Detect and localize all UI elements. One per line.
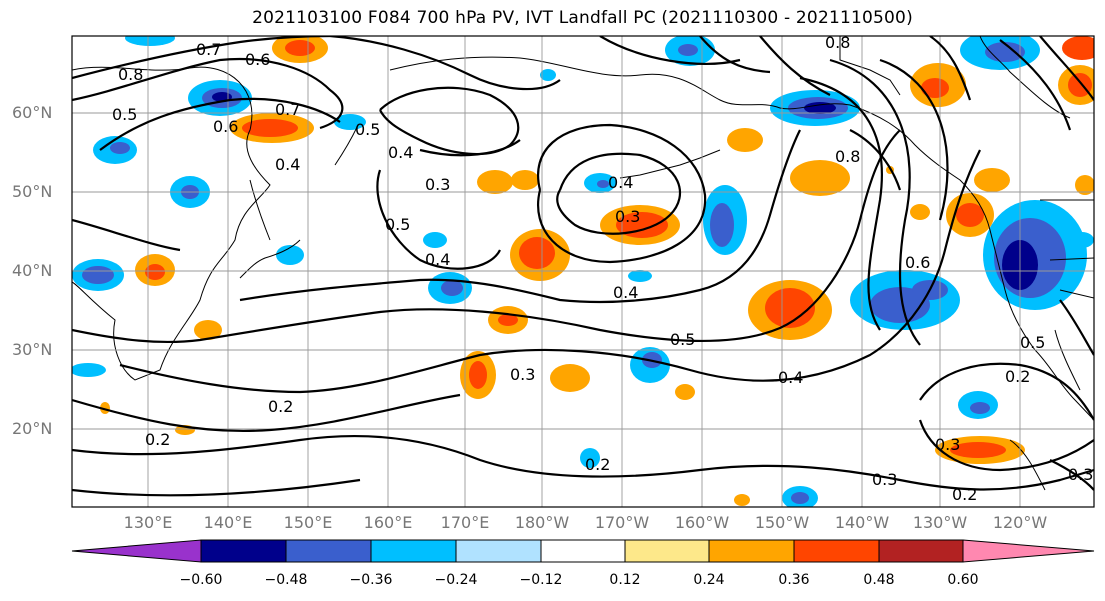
lon-label: 160°W xyxy=(674,513,730,532)
contour-label: 0.3 xyxy=(935,435,960,454)
contour-label: 0.4 xyxy=(275,155,300,174)
lat-label: 60°N xyxy=(12,103,53,122)
colorbar-extend-low xyxy=(71,539,202,563)
contour-label: 0.4 xyxy=(608,173,633,192)
pv-shading xyxy=(72,36,1094,507)
colorbar xyxy=(71,539,1095,563)
lon-label: 120°W xyxy=(992,513,1048,532)
contour-label: 0.5 xyxy=(1020,333,1045,352)
ivt-contours xyxy=(72,36,1094,497)
contour-label: 0.8 xyxy=(118,65,143,84)
contour-label: 0.3 xyxy=(425,175,450,194)
contour-label: 0.5 xyxy=(355,120,380,139)
contour-labels: 0.7 0.6 0.8 0.5 0.7 0.6 0.4 0.5 0.4 0.3 … xyxy=(112,33,1093,504)
contour-label: 0.4 xyxy=(778,368,803,387)
colorbar-tick-label: −0.36 xyxy=(349,572,393,588)
contour-label: 0.7 xyxy=(196,40,221,59)
contour-label: 0.8 xyxy=(825,33,850,52)
contour-label: 0.3 xyxy=(872,470,897,489)
colorbar-tick-label: −0.48 xyxy=(264,572,308,588)
contour-label: 0.2 xyxy=(268,397,293,416)
colorbar-tick-label: −0.12 xyxy=(519,572,563,588)
contour-label: 0.6 xyxy=(905,253,930,272)
contour-label: 0.2 xyxy=(1005,367,1030,386)
contour-label: 0.2 xyxy=(585,455,610,474)
colorbar-tick-label: 0.48 xyxy=(863,572,895,588)
contour-label: 0.4 xyxy=(425,250,450,269)
lon-label: 130°E xyxy=(123,513,173,532)
contour-label: 0.6 xyxy=(245,50,270,69)
colorbar-extend-high xyxy=(962,539,1095,563)
lon-label: 170°W xyxy=(594,513,650,532)
contour-label: 0.3 xyxy=(1068,465,1093,484)
lat-label: 30°N xyxy=(12,340,53,359)
lon-label: 160°E xyxy=(363,513,413,532)
colorbar-tick-label: 0.24 xyxy=(693,572,725,588)
contour-label: 0.4 xyxy=(388,143,413,162)
contour-label: 0.5 xyxy=(112,105,137,124)
lat-label: 40°N xyxy=(12,261,53,280)
lon-label: 140°W xyxy=(834,513,890,532)
contour-label: 0.5 xyxy=(385,215,410,234)
contour-label: 0.3 xyxy=(510,365,535,384)
colorbar-tick-label: −0.60 xyxy=(179,572,223,588)
contour-label: 0.2 xyxy=(952,485,977,504)
contour-label: 0.6 xyxy=(213,117,238,136)
lon-label: 180°W xyxy=(514,513,570,532)
contour-label: 0.4 xyxy=(613,283,638,302)
graticule xyxy=(72,36,1094,507)
colorbar-tick-label: 0.60 xyxy=(947,572,979,588)
plot-frame xyxy=(71,35,1095,508)
lat-label: 50°N xyxy=(12,182,53,201)
lon-label: 140°E xyxy=(203,513,253,532)
lon-label: 150°E xyxy=(283,513,333,532)
colorbar-tick-label: 0.36 xyxy=(778,572,810,588)
contour-label: 0.7 xyxy=(275,100,300,119)
colorbar-tick-label: −0.24 xyxy=(434,572,478,588)
lat-label: 20°N xyxy=(12,419,53,438)
contour-label: 0.2 xyxy=(145,430,170,449)
lon-label: 130°W xyxy=(912,513,968,532)
contour-label: 0.8 xyxy=(835,147,860,166)
contour-label: 0.5 xyxy=(670,330,695,349)
lon-label: 170°E xyxy=(440,513,490,532)
coastlines xyxy=(72,36,1094,491)
contour-label: 0.3 xyxy=(615,207,640,226)
lon-label: 150°W xyxy=(754,513,810,532)
colorbar-tick-label: 0.12 xyxy=(609,572,641,588)
map-title: 2021103100 F084 700 hPa PV, IVT Landfall… xyxy=(252,8,913,28)
